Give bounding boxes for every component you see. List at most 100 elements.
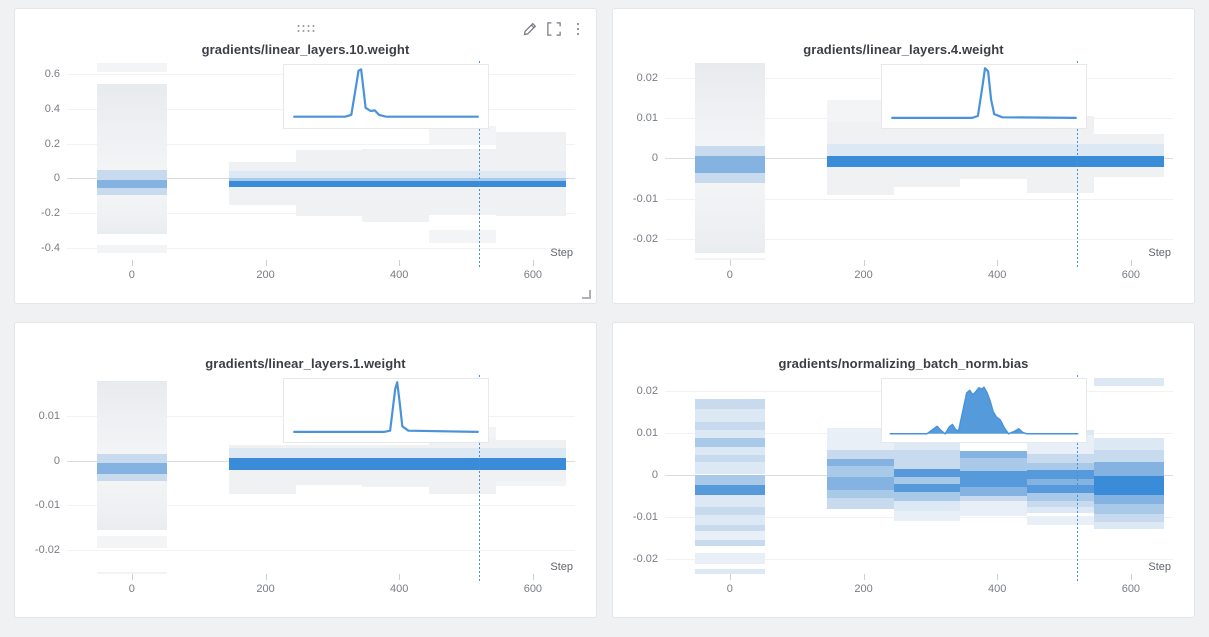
histogram-band [1094, 156, 1165, 167]
histogram-band [826, 156, 894, 167]
histogram-band [97, 83, 168, 171]
x-tick-label: 600 [523, 269, 543, 281]
histogram-band [826, 490, 894, 499]
histogram-band [695, 461, 766, 475]
histogram-band [97, 480, 168, 531]
histogram-band [893, 492, 961, 501]
plot-area[interactable]: Step 0.02 0.01 0 -0.01 -0.02 0 200 400 600 [633, 375, 1173, 595]
panel-title: gradients/linear_layers.1.weight [205, 356, 406, 371]
histogram-band [1027, 462, 1095, 471]
plot-area[interactable]: Step 0.01 0 -0.01 -0.02 0 200 400 600 [35, 375, 575, 595]
x-tick-label: 600 [1121, 269, 1141, 281]
step-marker-line [479, 375, 481, 581]
panel-title: gradients/linear_layers.4.weight [803, 42, 1004, 57]
histogram-band [496, 458, 567, 470]
edit-icon[interactable] [522, 21, 538, 37]
histogram-band [429, 178, 497, 181]
histogram-band [228, 178, 296, 181]
x-tick [265, 574, 267, 580]
histogram-band [362, 180, 430, 188]
histogram-band [695, 146, 766, 157]
histogram-band [1027, 470, 1095, 479]
histogram-band [429, 171, 497, 179]
histogram-band [695, 506, 766, 516]
fullscreen-icon[interactable] [546, 21, 562, 37]
histogram-band [695, 474, 766, 485]
y-tick-label: -0.02 [34, 544, 60, 557]
histogram-band [1094, 461, 1165, 477]
y-tick-label: -0.4 [41, 241, 60, 254]
x-tick [997, 260, 999, 266]
more-options-icon[interactable] [570, 21, 586, 37]
x-tick-label: 400 [988, 583, 1007, 595]
y-tick-label: 0.6 [44, 68, 60, 81]
histogram-band [826, 428, 894, 451]
histogram-band [1094, 377, 1165, 387]
y-tick-label: 0.01 [636, 112, 658, 125]
drag-handle-icon[interactable] [294, 22, 317, 35]
step-marker-line [479, 61, 481, 267]
x-tick [1130, 260, 1132, 266]
histogram-band [826, 144, 894, 157]
x-tick-label: 0 [726, 269, 733, 281]
histogram-band [1094, 513, 1165, 523]
inset-histogram [283, 64, 489, 129]
histogram-band [295, 171, 363, 179]
resize-handle[interactable] [582, 290, 591, 299]
histogram-band [893, 511, 961, 521]
histogram-band [695, 421, 766, 430]
histogram-band [1094, 522, 1165, 530]
x-tick [399, 574, 401, 580]
y-gridline [67, 247, 575, 249]
histogram-band [893, 144, 961, 157]
plot-area[interactable]: Step 0.6 0.4 0.2 0 -0.2 -0.4 0 200 400 600 [41, 61, 575, 281]
histogram-band [695, 62, 766, 147]
plot-area[interactable]: Step 0.02 0.01 0 -0.01 -0.02 0 200 400 600 [633, 61, 1173, 281]
y-tick-label: 0 [651, 469, 658, 482]
histogram-band [97, 170, 168, 181]
histogram-band [1027, 492, 1095, 501]
histogram-band [695, 258, 766, 260]
histogram-band [695, 172, 766, 183]
histogram-band [960, 500, 1028, 517]
x-tick-label: 0 [128, 269, 135, 281]
y-tick-label: 0.01 [636, 427, 658, 440]
x-tick-label: 400 [988, 269, 1007, 281]
histogram-band [695, 553, 766, 565]
y-tick-label: 0.02 [636, 385, 658, 398]
x-tick-label: 400 [390, 269, 409, 281]
histogram-band [893, 500, 961, 511]
histogram-band [960, 156, 1028, 167]
histogram-band [826, 100, 894, 123]
x-axis-label: Step [550, 247, 573, 259]
x-tick-label: 200 [854, 269, 873, 281]
x-tick [729, 260, 731, 266]
histogram-band [695, 568, 766, 574]
histogram-band [1027, 478, 1095, 485]
y-tick-label: 0 [53, 172, 60, 185]
panel-title: gradients/normalizing_batch_norm.bias [778, 356, 1029, 371]
panel-actions [522, 21, 586, 37]
x-tick [729, 574, 731, 580]
inset-histogram [283, 378, 489, 443]
histogram-band [893, 441, 961, 451]
histogram-bands [665, 61, 1173, 260]
y-gridline [665, 559, 1173, 561]
panel-gradients-linear-layers-4-weight: gradients/linear_layers.4.weight Step 0.… [612, 8, 1195, 304]
histogram-band [429, 126, 497, 146]
histogram-band [1027, 506, 1095, 514]
histogram-band [1027, 156, 1095, 167]
histogram-band [695, 515, 766, 525]
histogram-band [228, 448, 296, 459]
histogram-band [362, 448, 430, 459]
histogram-band [228, 180, 296, 188]
histogram-band [496, 178, 567, 181]
histogram-band [893, 469, 961, 478]
histogram-band [1027, 454, 1095, 463]
y-tick-label: 0.02 [636, 71, 658, 84]
y-tick-label: 0 [651, 152, 658, 165]
histogram-band [1094, 503, 1165, 514]
histogram-band [228, 458, 296, 470]
histogram-band [97, 571, 168, 574]
